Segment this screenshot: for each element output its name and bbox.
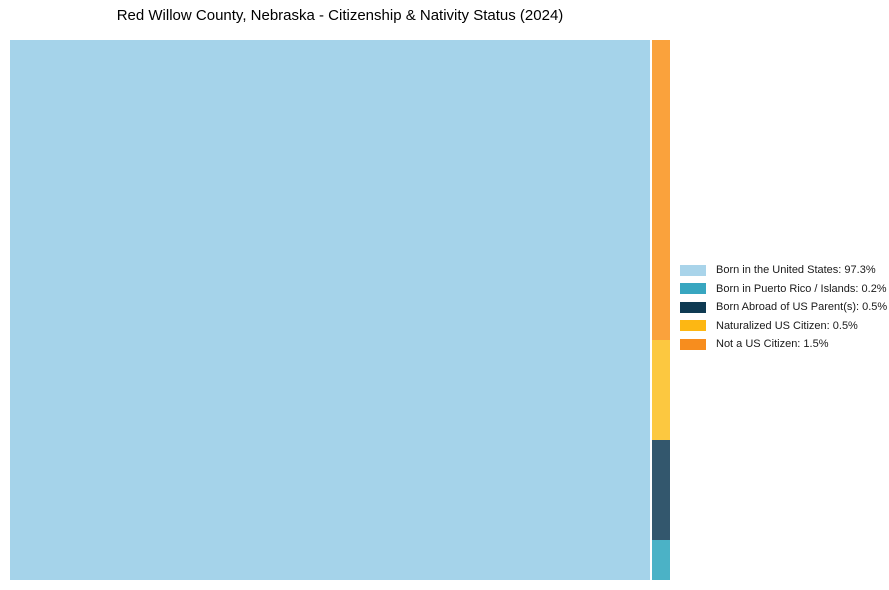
- treemap-rect-naturalized-us-citizen: [652, 340, 670, 440]
- treemap-rect-born-abroad-of-us-parent-s: [652, 440, 670, 540]
- treemap-rect-not-a-us-citizen: [652, 40, 670, 340]
- chart-title: Red Willow County, Nebraska - Citizenshi…: [116, 7, 564, 24]
- legend-swatch-icon: [680, 264, 706, 276]
- legend-item-born-in-the-united-states: Born in the United States: 97.3%: [680, 261, 887, 280]
- treemap-plot: [10, 40, 670, 580]
- legend-label: Born Abroad of US Parent(s): 0.5%: [716, 301, 888, 314]
- legend-swatch-icon: [680, 283, 706, 295]
- treemap-minor-column: [652, 40, 670, 580]
- treemap-rect-born-in-the-united-states: [10, 40, 651, 580]
- legend-swatch-icon: [680, 301, 706, 313]
- legend-label: Not a US Citizen: 1.5%: [716, 338, 829, 351]
- legend-label: Born in the United States: 97.3%: [716, 264, 876, 277]
- treemap-rect-born-in-puerto-rico-islands: [652, 540, 670, 580]
- legend-item-born-abroad-of-us-parent-s: Born Abroad of US Parent(s): 0.5%: [680, 298, 887, 317]
- legend-swatch-icon: [680, 338, 706, 350]
- legend-item-born-in-puerto-rico-islands: Born in Puerto Rico / Islands: 0.2%: [680, 280, 887, 299]
- legend-item-naturalized-us-citizen: Naturalized US Citizen: 0.5%: [680, 317, 887, 336]
- legend-label: Born in Puerto Rico / Islands: 0.2%: [716, 282, 887, 295]
- legend-swatch-icon: [680, 320, 706, 332]
- chart-legend: Born in the United States: 97.3% Born in …: [680, 261, 887, 354]
- legend-item-not-a-us-citizen: Not a US Citizen: 1.5%: [680, 335, 887, 354]
- legend-label: Naturalized US Citizen: 0.5%: [716, 319, 858, 332]
